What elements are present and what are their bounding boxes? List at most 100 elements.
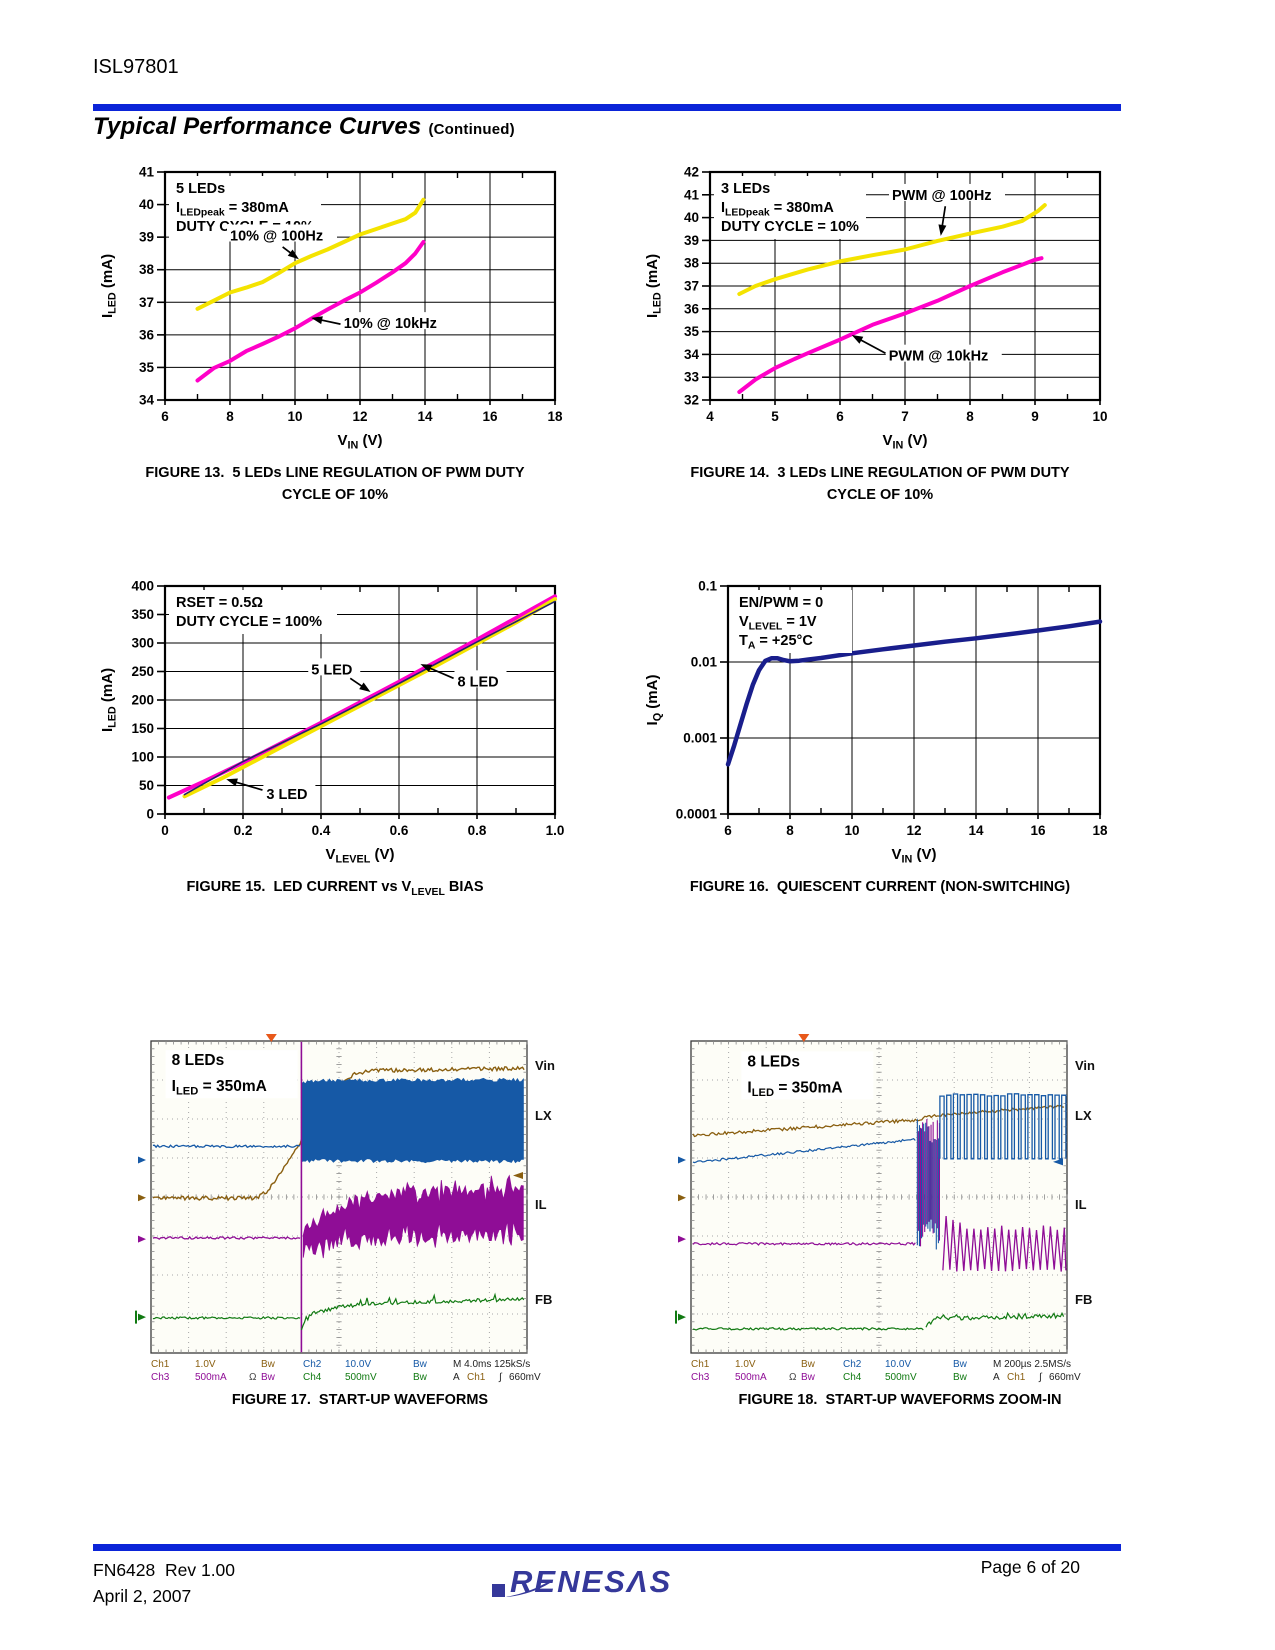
svg-text:50: 50 [139,778,154,793]
svg-text:300: 300 [131,636,154,651]
svg-text:34: 34 [139,393,155,408]
figure-13-caption: FIGURE 13. 5 LEDs LINE REGULATION OF PWM… [145,465,525,503]
renesas-logo-graphic: RENESΛS [492,1564,670,1599]
svg-text:Bw: Bw [261,1372,276,1383]
svg-text:660mV: 660mV [509,1372,541,1383]
svg-text:200: 200 [131,693,154,708]
svg-text:500mV: 500mV [885,1372,917,1383]
svg-text:VIN (V): VIN (V) [892,846,937,866]
svg-text:5 LEDs: 5 LEDs [176,181,225,197]
svg-text:8: 8 [226,409,234,424]
header-rule [93,104,1121,111]
renesas-logo: RENESΛS [488,1556,728,1609]
svg-text:8 LEDs: 8 LEDs [172,1052,225,1069]
figure-16: 6 8 10 12 14 16 18 0.0001 0.001 0.01 0.1 EN/PWM = 0… [640,572,1120,899]
svg-text:PWM @ 100Hz: PWM @ 100Hz [892,188,992,204]
svg-text:6: 6 [724,823,732,838]
svg-text:0.6: 0.6 [390,823,409,838]
svg-text:DUTY CYCLE = 100%: DUTY CYCLE = 100% [176,614,322,630]
svg-text:12: 12 [906,823,921,838]
svg-text:0: 0 [146,807,154,822]
svg-text:ILED (mA): ILED (mA) [99,668,119,732]
svg-text:LX: LX [1075,1108,1092,1123]
svg-text:Ch3: Ch3 [151,1372,170,1383]
svg-text:FB: FB [535,1292,552,1307]
figure-13: 6 8 10 12 14 16 18 34 35 36 37 38 39 40 41 5 LEDs ILEDpe… [95,158,575,507]
svg-text:Bw: Bw [261,1359,276,1370]
svg-text:Ch2: Ch2 [303,1359,322,1370]
svg-text:0.2: 0.2 [234,823,253,838]
svg-text:Bw: Bw [953,1372,968,1383]
svg-text:10% @ 10kHz: 10% @ 10kHz [344,316,437,332]
figure-15: 0 0.2 0.4 0.6 0.8 1.0 0 50 100 150 200 250 300 350 400… [95,572,575,901]
svg-text:EN/PWM = 0: EN/PWM = 0 [739,595,823,611]
svg-text:VLEVEL (V): VLEVEL (V) [326,846,395,866]
svg-text:ILEDpeak = 380mA: ILEDpeak = 380mA [721,200,834,219]
svg-text:Ω: Ω [249,1372,257,1383]
section-heading: Typical Performance Curves (Continued) [93,113,515,141]
svg-text:40: 40 [684,210,699,225]
svg-text:∫: ∫ [1038,1372,1043,1383]
figure-18-caption: FIGURE 18. START-UP WAVEFORMS ZOOM-IN [738,1392,1062,1408]
svg-text:39: 39 [139,230,154,245]
figure-15-caption: FIGURE 15. LED CURRENT vs VLEVEL BIAS [186,879,484,898]
svg-text:0.001: 0.001 [683,731,717,746]
svg-text:0.4: 0.4 [312,823,331,838]
svg-text:500mA: 500mA [195,1372,227,1383]
svg-text:0: 0 [161,823,169,838]
figure-13-chart: 6 8 10 12 14 16 18 34 35 36 37 38 39 40 41 5 LEDs ILEDpe… [99,165,563,452]
svg-text:VIN (V): VIN (V) [338,432,383,452]
doc-revision: FN6428 Rev 1.00 [93,1560,236,1580]
svg-text:Bw: Bw [801,1372,816,1383]
svg-text:6: 6 [836,409,844,424]
svg-text:12: 12 [352,409,367,424]
svg-text:IL: IL [535,1197,547,1212]
svg-text:350: 350 [131,607,154,622]
svg-text:400: 400 [131,579,154,594]
figure-14-caption: FIGURE 14. 3 LEDs LINE REGULATION OF PWM… [690,465,1070,503]
svg-text:Bw: Bw [801,1359,816,1370]
svg-text:100: 100 [131,750,154,765]
svg-text:42: 42 [684,165,699,180]
svg-text:VLEVEL = 1V: VLEVEL = 1V [739,614,817,633]
svg-text:3 LEDs: 3 LEDs [721,181,770,197]
svg-text:0.8: 0.8 [468,823,487,838]
svg-text:14: 14 [968,823,984,838]
svg-text:10.0V: 10.0V [885,1359,911,1370]
svg-text:32: 32 [684,393,699,408]
svg-text:37: 37 [684,279,699,294]
svg-text:18: 18 [1092,823,1108,838]
svg-text:Vin: Vin [1075,1058,1095,1073]
svg-text:FB: FB [1075,1292,1092,1307]
svg-text:Ch4: Ch4 [843,1372,862,1383]
svg-text:7: 7 [901,409,909,424]
svg-text:8 LEDs: 8 LEDs [747,1053,800,1070]
svg-text:Ch1: Ch1 [1007,1372,1026,1383]
svg-text:38: 38 [684,256,700,271]
svg-text:M 200µs 2.5MS/s: M 200µs 2.5MS/s [993,1359,1071,1370]
svg-text:ILED (mA): ILED (mA) [99,254,119,318]
svg-text:5: 5 [771,409,779,424]
svg-text:250: 250 [131,664,154,679]
svg-text:RSET = 0.5Ω: RSET = 0.5Ω [176,595,263,611]
svg-text:33: 33 [684,370,700,385]
footer-rule [93,1544,1121,1551]
svg-text:∫: ∫ [498,1372,503,1383]
svg-text:10% @ 100Hz: 10% @ 100Hz [230,228,323,244]
svg-text:500mV: 500mV [345,1372,377,1383]
svg-text:6: 6 [161,409,169,424]
svg-text:0.0001: 0.0001 [676,807,718,822]
svg-text:LX: LX [535,1108,552,1123]
svg-text:Ch1: Ch1 [151,1359,170,1370]
svg-text:34: 34 [684,347,700,362]
figure-14: 4 5 6 7 8 9 10 32 33 34 35 36 37 38 39 40 41 42 3 LEDs ILED… [640,158,1120,507]
svg-text:8: 8 [966,409,974,424]
svg-text:Ω: Ω [789,1372,797,1383]
svg-text:14: 14 [417,409,433,424]
svg-text:TA = +25°C: TA = +25°C [739,633,813,652]
doc-date: April 2, 2007 [93,1586,192,1606]
